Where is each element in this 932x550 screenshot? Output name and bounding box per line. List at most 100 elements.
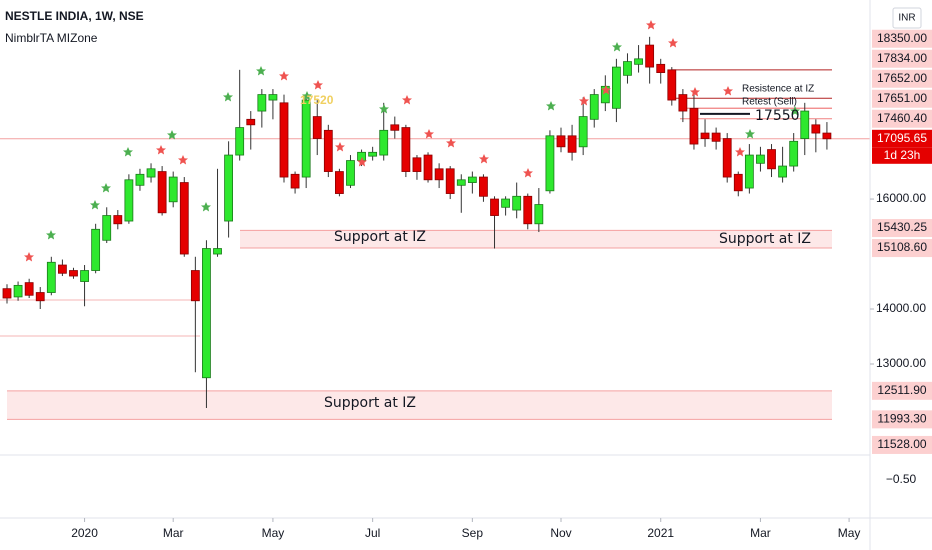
annotation: Resistence at IZ (742, 84, 814, 95)
candle-body (567, 135, 577, 153)
chart-title: NESTLE INDIA, 1W, NSE (5, 9, 144, 23)
level-box (872, 381, 932, 400)
candle-body (434, 168, 444, 181)
support-zone (240, 230, 832, 249)
candle-body (634, 58, 643, 65)
x-tick-label: 2020 (71, 526, 98, 540)
candle-body (102, 215, 112, 241)
candle-body (290, 173, 300, 189)
candle-body (80, 270, 89, 282)
level-label: 17651.00 (877, 91, 927, 105)
candle-body (312, 116, 322, 139)
x-tick-label: Mar (750, 526, 771, 540)
currency-box (892, 7, 922, 29)
candle-body (24, 282, 34, 296)
candle-body (756, 154, 765, 164)
x-tick-label: May (838, 526, 861, 540)
candle-body (69, 270, 78, 277)
annotation: Support at IZ (719, 231, 811, 247)
level-box (872, 410, 932, 429)
candle-body (789, 140, 799, 167)
candle-body (58, 264, 67, 274)
candle-body (767, 149, 776, 170)
candle-body (600, 85, 610, 104)
candle-body (623, 61, 632, 76)
candle-body (390, 124, 400, 131)
y-tick-label: 13000.00 (876, 356, 926, 370)
level-label: 17834.00 (877, 51, 927, 65)
candle-body (811, 124, 821, 134)
candle-body (445, 168, 455, 194)
level-box (872, 49, 932, 68)
candle-body (35, 292, 45, 302)
candle-body (190, 270, 200, 302)
indicator-tick-label: −0.50 (886, 472, 917, 486)
candle-body (667, 69, 677, 101)
candle-body (401, 127, 411, 172)
level-label: 11528.00 (877, 437, 926, 451)
candle-body (578, 116, 588, 148)
candle-body (279, 102, 289, 178)
level-box (872, 69, 932, 88)
y-tick-label: 16000.00 (876, 191, 926, 205)
countdown-label: 1d 23h (884, 148, 921, 162)
candle-body (13, 284, 23, 298)
level-label: 11993.30 (877, 412, 926, 426)
candle-body (523, 195, 533, 225)
level-box (872, 239, 932, 258)
candle-body (512, 195, 522, 211)
candle-body (379, 129, 389, 156)
candle-body (157, 171, 167, 214)
level-label: 12511.90 (877, 383, 926, 397)
annotation: Retest (Sell) (742, 97, 797, 108)
candle-body (46, 261, 56, 293)
level-label: 17460.40 (877, 111, 927, 125)
level-label: 15430.25 (877, 220, 927, 234)
candle-body (246, 118, 256, 126)
candle-body (612, 66, 621, 109)
candle-body (113, 215, 123, 225)
candle-body (501, 198, 511, 208)
candle-body (168, 176, 178, 203)
candle-body (778, 165, 787, 178)
candle-body (423, 154, 433, 181)
candle-body (467, 176, 477, 183)
candle-body (301, 99, 311, 178)
last-price-label: 17095.65 (877, 131, 927, 145)
candle-body (235, 127, 245, 156)
candle-body (744, 154, 754, 189)
candle-body (700, 132, 710, 139)
annotation: Support at IZ (324, 395, 416, 411)
zones (0, 69, 870, 420)
candle-body (479, 176, 488, 197)
candle-body (334, 171, 344, 194)
candle-body (733, 173, 743, 192)
candle-body (257, 94, 267, 112)
x-tick-label: Nov (550, 526, 571, 540)
countdown-box (872, 147, 932, 164)
level-box (872, 109, 932, 128)
candle-body (490, 198, 499, 216)
candle-body (589, 94, 599, 120)
support-zone (7, 390, 832, 420)
x-tick-label: 2021 (647, 526, 674, 540)
price-line-label: 17550 (755, 108, 800, 124)
level-label: 18350.00 (877, 31, 927, 45)
level-box (872, 29, 932, 48)
candle-body (346, 160, 355, 186)
annotation: 17520 (300, 93, 334, 107)
candle-body (135, 173, 145, 186)
last-price-box (872, 129, 932, 148)
plot-area (2, 36, 832, 408)
candle-body (2, 288, 12, 299)
x-tick-label: Sep (462, 526, 484, 540)
candle-body (124, 179, 134, 222)
price-axis: 16000.00 14000.00 13000.00 11528.00 11993.30… (870, 29, 932, 486)
annotation: Support at IZ (334, 229, 426, 245)
candle-body (456, 179, 466, 186)
candle-body (268, 94, 278, 101)
level-label: 17652.00 (877, 71, 927, 85)
candle-body (224, 154, 234, 222)
